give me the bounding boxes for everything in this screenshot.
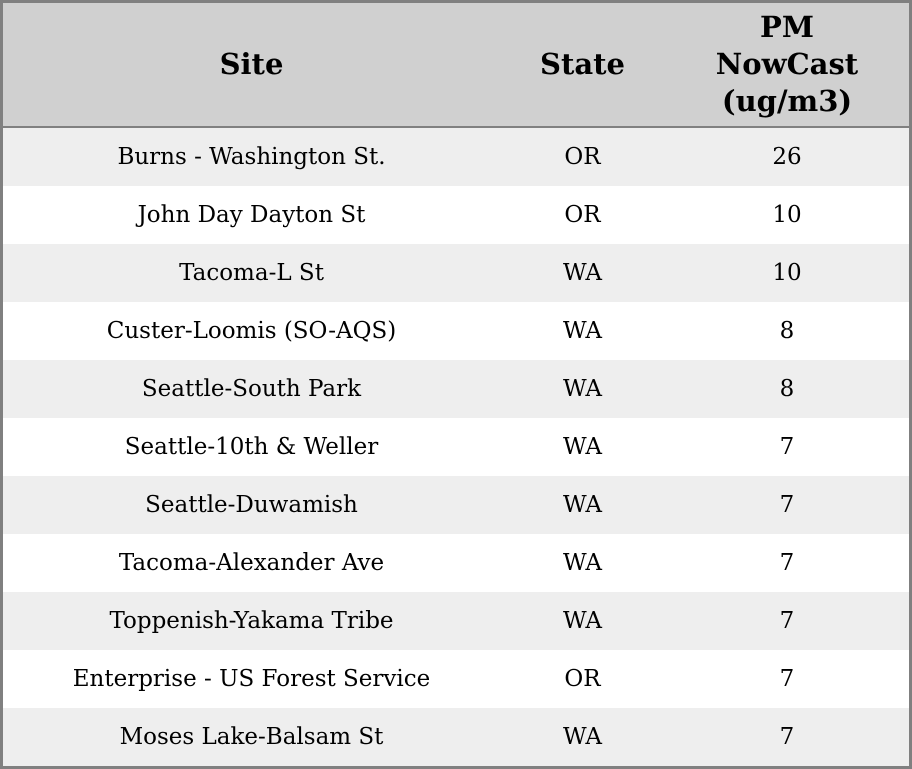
table-row: Burns - Washington St. OR 26 — [3, 128, 909, 186]
table-row: Seattle-Duwamish WA 7 — [3, 476, 909, 534]
table-row: Tacoma-L St WA 10 — [3, 244, 909, 302]
table-cell-pm: 7 — [779, 608, 795, 634]
table-cell-site: Seattle-Duwamish — [145, 492, 358, 518]
table-cell-state: WA — [562, 434, 603, 460]
table-row: Enterprise - US Forest Service OR 7 — [3, 650, 909, 708]
table-cell-site: Tacoma-L St — [179, 260, 324, 286]
table-cell-state: OR — [564, 144, 601, 170]
column-header-site: Site — [219, 47, 284, 81]
table-row: Custer-Loomis (SO-AQS) WA 8 — [3, 302, 909, 360]
table-cell-site: John Day Dayton St — [137, 202, 366, 228]
table-cell-pm: 10 — [772, 202, 802, 228]
table-cell-state: WA — [562, 318, 603, 344]
table-row: Moses Lake-Balsam St WA 7 — [3, 708, 909, 766]
table-row: Seattle-10th & Weller WA 7 — [3, 418, 909, 476]
column-header-pm-line3: (ug/m3) — [721, 84, 853, 118]
table-cell-state: WA — [562, 724, 603, 750]
table-cell-state: WA — [562, 260, 603, 286]
table-cell-site: Seattle-10th & Weller — [124, 434, 379, 460]
table-cell-state: WA — [562, 550, 603, 576]
table-cell-state: WA — [562, 608, 603, 634]
table-cell-pm: 8 — [779, 318, 795, 344]
column-header-pm-nowcast: PM NowCast (ug/m3) — [665, 9, 909, 120]
table-cell-site: Toppenish-Yakama Tribe — [109, 608, 394, 634]
table-cell-state: OR — [564, 202, 601, 228]
table-cell-site: Moses Lake-Balsam St — [119, 724, 384, 750]
table-row: Seattle-South Park WA 8 — [3, 360, 909, 418]
table-cell-state: WA — [562, 376, 603, 402]
table-header-row: Site State PM NowCast (ug/m3) — [3, 3, 909, 128]
table-cell-site: Enterprise - US Forest Service — [72, 666, 431, 692]
table-cell-site: Burns - Washington St. — [117, 144, 386, 170]
table-cell-pm: 7 — [779, 492, 795, 518]
table-cell-site: Custer-Loomis (SO-AQS) — [106, 318, 397, 344]
table-cell-state: OR — [564, 666, 601, 692]
table-row: Tacoma-Alexander Ave WA 7 — [3, 534, 909, 592]
table-cell-site: Tacoma-Alexander Ave — [118, 550, 385, 576]
table-body: Burns - Washington St. OR 26 John Day Dayto… — [3, 128, 909, 766]
table-cell-pm: 7 — [779, 666, 795, 692]
table-cell-pm: 7 — [779, 724, 795, 750]
table-row: John Day Dayton St OR 10 — [3, 186, 909, 244]
table-cell-pm: 7 — [779, 434, 795, 460]
table-cell-pm: 7 — [779, 550, 795, 576]
column-header-state: State — [540, 47, 625, 81]
table-cell-pm: 26 — [772, 144, 802, 170]
table-cell-site: Seattle-South Park — [141, 376, 362, 402]
table-row: Toppenish-Yakama Tribe WA 7 — [3, 592, 909, 650]
column-header-pm-line2: NowCast — [715, 47, 859, 81]
table-cell-state: WA — [562, 492, 603, 518]
table-cell-pm: 8 — [779, 376, 795, 402]
table-cell-pm: 10 — [772, 260, 802, 286]
column-header-pm-line1: PM — [760, 10, 814, 44]
